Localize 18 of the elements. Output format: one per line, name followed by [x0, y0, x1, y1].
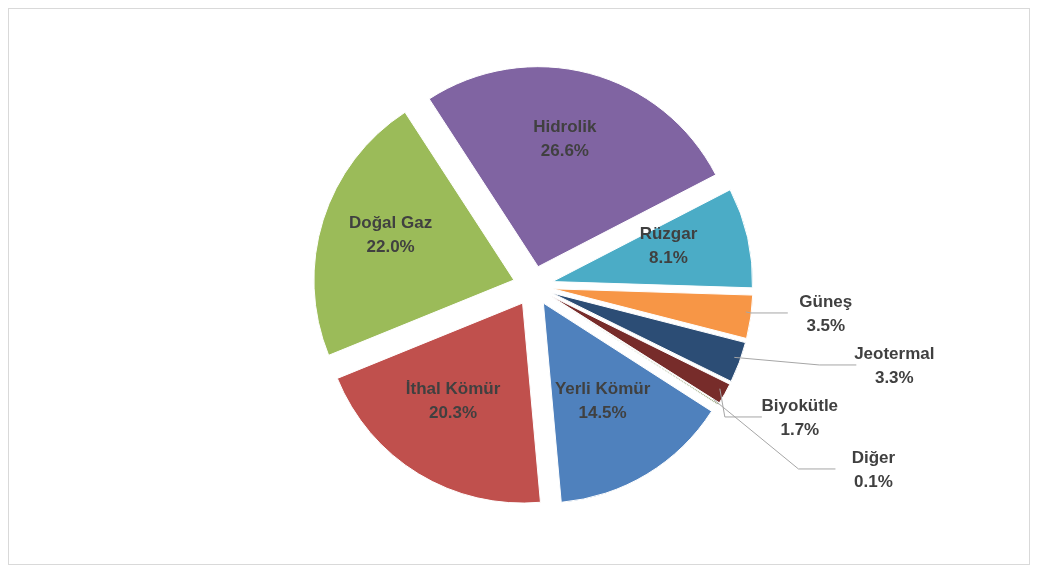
slice-label: Jeotermal	[854, 343, 935, 363]
slice-label: Diğer	[851, 447, 896, 467]
data-label: 1.7%	[780, 419, 820, 439]
data-label: 3.5%	[806, 315, 846, 335]
data-label: 20.3%	[428, 402, 478, 422]
slice-label: Rüzgar	[639, 224, 698, 244]
data-label: 26.6%	[540, 140, 589, 160]
slice-label: Doğal Gaz	[349, 212, 433, 232]
data-label: 22.0%	[366, 236, 415, 256]
data-label: 0.1%	[854, 471, 893, 491]
slice-label: Hidrolik	[533, 116, 598, 136]
slice-label: Güneş	[799, 291, 853, 311]
slice-label: Biyokütle	[761, 395, 839, 415]
data-label: 8.1%	[649, 248, 688, 268]
slice-label: Yerli Kömür	[554, 379, 651, 399]
data-label: 3.3%	[874, 367, 914, 387]
slice-label: İthal Kömür	[405, 378, 501, 398]
data-label: 14.5%	[578, 403, 627, 423]
